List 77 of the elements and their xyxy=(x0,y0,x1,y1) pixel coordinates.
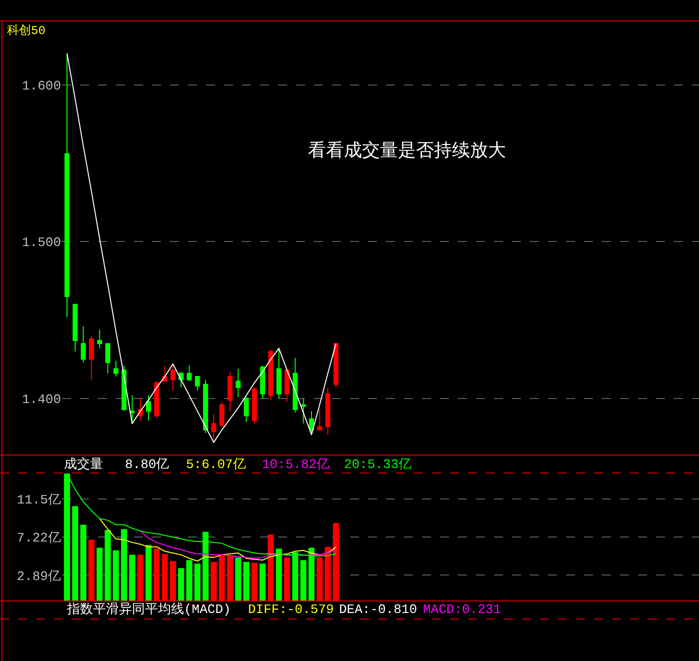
bar xyxy=(129,554,136,601)
bar xyxy=(194,564,200,601)
bar xyxy=(121,529,128,601)
bar xyxy=(218,556,225,601)
candlestick xyxy=(317,409,322,430)
bar xyxy=(170,561,176,601)
bar xyxy=(154,548,160,601)
candlestick xyxy=(203,379,208,434)
candlestick xyxy=(260,365,266,400)
bar xyxy=(300,560,306,601)
candlestick xyxy=(309,410,314,436)
bar xyxy=(72,506,78,601)
text: 8.80亿 xyxy=(125,457,170,472)
candlestick xyxy=(105,343,110,374)
bar xyxy=(324,546,331,601)
candlestick xyxy=(228,371,232,412)
bar xyxy=(137,554,144,601)
bar xyxy=(145,545,152,601)
candlestick xyxy=(325,387,330,436)
candlestick xyxy=(276,348,282,400)
bar xyxy=(162,554,168,601)
y-tick-label: 11.5亿 xyxy=(16,492,61,508)
candlestick xyxy=(88,335,94,380)
candlestick xyxy=(170,364,176,392)
annotation: 看看成交量是否持续放大 xyxy=(308,140,506,161)
candlestick xyxy=(219,401,224,428)
candlestick xyxy=(236,368,241,398)
text: MACD:0.231 xyxy=(423,602,502,617)
bar xyxy=(80,524,86,601)
candlestick xyxy=(97,328,102,349)
bar xyxy=(284,557,290,601)
bar xyxy=(104,530,111,601)
candlestick xyxy=(154,380,160,418)
y-tick-label: 1.400 xyxy=(22,392,61,408)
y-tick-label: 7.22亿 xyxy=(16,530,61,546)
y-tick-label: 1.600 xyxy=(22,78,61,94)
bar xyxy=(226,556,234,601)
bar xyxy=(243,562,250,601)
line-series xyxy=(140,530,336,559)
candlestick xyxy=(300,398,306,424)
bar xyxy=(210,562,217,601)
text: 指数平滑异同平均线(MACD) xyxy=(66,602,231,617)
candlestick xyxy=(80,326,86,363)
bar xyxy=(260,564,266,601)
text: 10:5.82亿 xyxy=(262,457,330,472)
chart-title: 成交量 xyxy=(64,456,103,472)
chart-title: 科创50 xyxy=(7,24,46,38)
text: DEA:-0.810 xyxy=(339,602,418,617)
y-tick-label: 2.89亿 xyxy=(16,568,61,584)
candlestick xyxy=(64,52,70,318)
candlestick xyxy=(292,357,298,414)
text: DIFF:-0.579 xyxy=(248,602,334,617)
line-series xyxy=(99,518,336,562)
bar xyxy=(316,557,323,601)
bar xyxy=(96,548,103,601)
text: 5:6.07亿 xyxy=(186,457,246,472)
candlestick xyxy=(194,376,200,392)
y-tick-label: 1.500 xyxy=(22,235,61,250)
candlestick xyxy=(146,394,151,421)
candlestick xyxy=(113,360,118,378)
candlestick xyxy=(333,343,338,388)
bar xyxy=(332,522,339,601)
bar xyxy=(251,562,258,601)
bar xyxy=(268,534,274,601)
bar xyxy=(112,550,119,601)
candlestick xyxy=(268,349,274,401)
bar xyxy=(235,557,242,601)
bar xyxy=(88,540,94,601)
candlestick xyxy=(72,304,78,352)
candlestick xyxy=(252,387,257,424)
candlestick xyxy=(162,365,168,382)
candlestick xyxy=(186,365,192,382)
bar xyxy=(178,568,184,601)
candlestick xyxy=(244,396,249,423)
bar xyxy=(186,560,192,601)
text: 20:5.33亿 xyxy=(344,457,412,472)
candlestick xyxy=(211,414,216,443)
